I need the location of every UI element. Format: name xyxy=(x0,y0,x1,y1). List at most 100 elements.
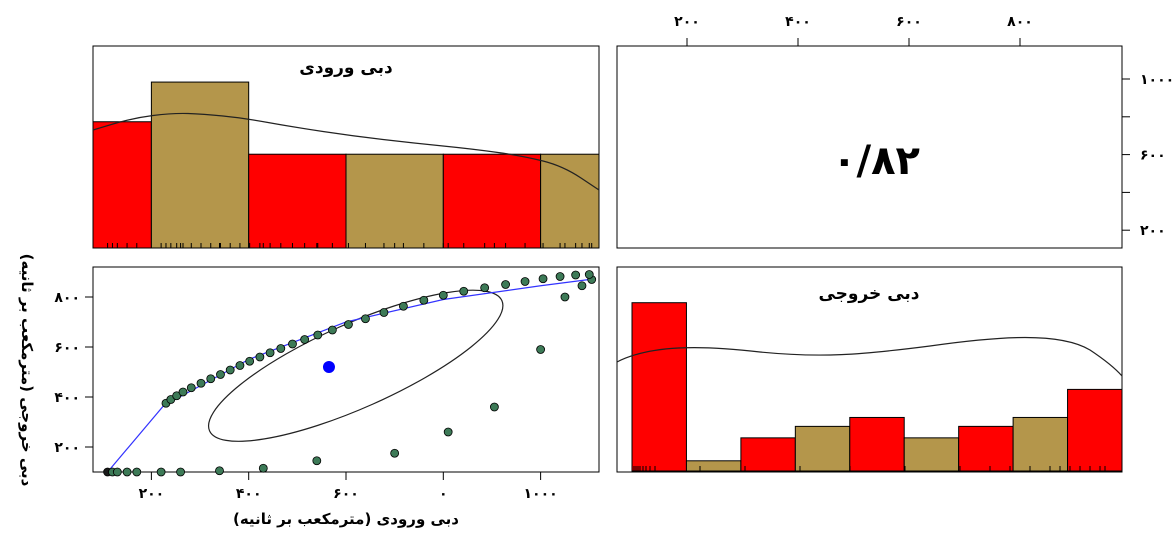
scatter-point xyxy=(215,466,224,476)
right-axis-tick-label: ۲۰۰ xyxy=(1140,223,1166,239)
x-axis-tick-label: ۴۰۰ xyxy=(236,486,262,502)
scatter-point xyxy=(419,295,429,305)
scatter-y-axis: ۲۰۰ ۴۰۰ ۶۰۰ ۸۰۰ xyxy=(54,290,93,456)
y-axis-tick-label: ۲۰۰ xyxy=(54,440,80,456)
scatter-point xyxy=(255,352,265,362)
scatter-point xyxy=(196,378,206,388)
inflow-histogram-rug xyxy=(107,243,593,248)
scatter-x-axis: ۲۰۰ ۴۰۰ ۶۰۰ ۰ ۱۰۰۰ xyxy=(139,472,558,502)
scatter-point xyxy=(206,374,216,384)
top-axis-tick-label: ۸۰۰ xyxy=(1007,14,1033,30)
mean-point xyxy=(322,361,335,373)
right-axis: ۱۰۰۰ ۶۰۰ ۲۰۰ xyxy=(1122,72,1174,239)
correlation-panel: ۰/۸۲ ۲۰۰ ۴۰۰ ۶۰۰ ۸۰۰ ۱۰۰۰ ۶۰۰ ۲۰۰ xyxy=(616,14,1174,249)
scatter-point xyxy=(443,427,453,437)
scatter-point xyxy=(459,286,469,296)
scatter-point xyxy=(520,277,530,286)
outflow-histogram-bar xyxy=(849,416,905,472)
top-axis-tick-label: ۴۰۰ xyxy=(785,14,811,30)
scatter-point xyxy=(132,467,142,477)
scatter-point xyxy=(571,270,581,280)
right-axis-tick-label: ۶۰۰ xyxy=(1140,148,1166,164)
x-axis-label: دبی ورودی (مترمکعب بر ثانیه) xyxy=(233,510,459,528)
scatter-point xyxy=(176,467,185,477)
right-axis-tick-label: ۱۰۰۰ xyxy=(1140,72,1174,88)
outflow-histogram-bar xyxy=(794,425,851,472)
top-axis: ۲۰۰ ۴۰۰ ۶۰۰ ۸۰۰ xyxy=(674,14,1033,46)
scatter-point xyxy=(438,290,448,300)
inflow-histogram-bar xyxy=(540,153,600,249)
scatter-point xyxy=(312,456,322,466)
y-axis-tick-label: ۸۰۰ xyxy=(54,290,80,306)
outflow-histogram-bar xyxy=(1012,416,1069,472)
x-axis-tick-label: ۶۰۰ xyxy=(333,486,359,502)
scatter-point xyxy=(577,281,587,291)
outflow-density-curve xyxy=(616,336,1123,377)
scatter-point xyxy=(313,330,323,340)
inflow-histogram-bar xyxy=(92,121,152,249)
scatter-point xyxy=(112,467,122,477)
outflow-histogram-bars xyxy=(631,302,1123,472)
scatter-point xyxy=(555,272,565,281)
scatter-point xyxy=(361,314,370,324)
inflow-histogram-title: دبی ورودی xyxy=(299,58,393,78)
scatter-point xyxy=(379,308,389,317)
scatter-point xyxy=(288,339,297,349)
scatter-point xyxy=(265,348,275,358)
scatter-point xyxy=(122,467,132,477)
scatter-point xyxy=(258,463,268,473)
outflow-histogram-bar xyxy=(685,460,742,472)
inflow-histogram-bar xyxy=(345,153,444,249)
outflow-histogram-bar xyxy=(1067,388,1123,472)
scatter-point xyxy=(186,383,196,393)
scatter-points xyxy=(103,270,597,477)
outflow-histogram-bar xyxy=(740,437,796,472)
scatter-point xyxy=(390,448,400,458)
x-axis-tick-label: ۱۰۰۰ xyxy=(524,486,558,502)
x-axis-tick-label: ۲۰۰ xyxy=(139,486,165,502)
correlation-value: ۰/۸۲ xyxy=(832,138,920,184)
scatter-point xyxy=(245,356,255,366)
inflow-histogram-bar xyxy=(248,153,347,249)
correlation-frame xyxy=(616,45,1123,249)
scatter-point xyxy=(344,320,353,329)
scatter-point xyxy=(480,283,490,293)
outflow-histogram-title: دبی خروجی xyxy=(818,284,919,304)
top-axis-tick-label: ۲۰۰ xyxy=(674,14,700,30)
scatter-point xyxy=(235,361,245,370)
scatter-frame xyxy=(92,266,600,473)
outflow-histogram-bar xyxy=(958,425,1014,472)
scatter-point xyxy=(300,335,310,344)
scatter-point xyxy=(327,325,337,335)
top-axis-tick-label: ۶۰۰ xyxy=(896,14,922,30)
scatter-point xyxy=(536,345,546,354)
y-axis-tick-label: ۶۰۰ xyxy=(54,340,80,356)
scatter-point xyxy=(225,365,235,375)
inflow-histogram-bars xyxy=(92,81,600,249)
scatter-point xyxy=(178,387,188,397)
outflow-histogram-panel: دبی خروجی xyxy=(616,266,1123,473)
confidence-ellipse xyxy=(207,289,504,442)
scatter-point xyxy=(156,467,166,477)
scatter-point xyxy=(276,344,286,353)
scatter-point xyxy=(538,274,548,284)
scatter-point xyxy=(489,402,499,412)
scatter-point xyxy=(501,280,510,289)
scatter-point xyxy=(216,370,225,379)
inflow-histogram-bar xyxy=(150,81,250,249)
inflow-histogram-panel: دبی ورودی xyxy=(92,45,600,249)
outflow-histogram-bar xyxy=(903,437,960,472)
y-axis-tick-label: ۴۰۰ xyxy=(54,390,80,406)
scatter-point xyxy=(172,391,182,401)
inflow-density-curve xyxy=(92,112,600,191)
inflow-histogram-bar xyxy=(442,153,542,249)
outflow-histogram-rug xyxy=(633,466,1106,471)
x-axis-tick-label: ۰ xyxy=(439,486,448,502)
outflow-histogram-bar xyxy=(631,302,687,472)
scatter-panel: ۲۰۰ ۴۰۰ ۶۰۰ ۰ ۱۰۰۰ ۲۰۰ ۴۰۰ ۶۰۰ ۸۰۰ دبی ورودی (م… xyxy=(18,254,600,528)
scatter-point xyxy=(399,301,408,311)
scatter-point xyxy=(560,292,570,302)
scatter-point xyxy=(584,270,594,279)
y-axis-label: دبی خروجی (مترمکعب بر ثانیه) xyxy=(18,254,36,487)
